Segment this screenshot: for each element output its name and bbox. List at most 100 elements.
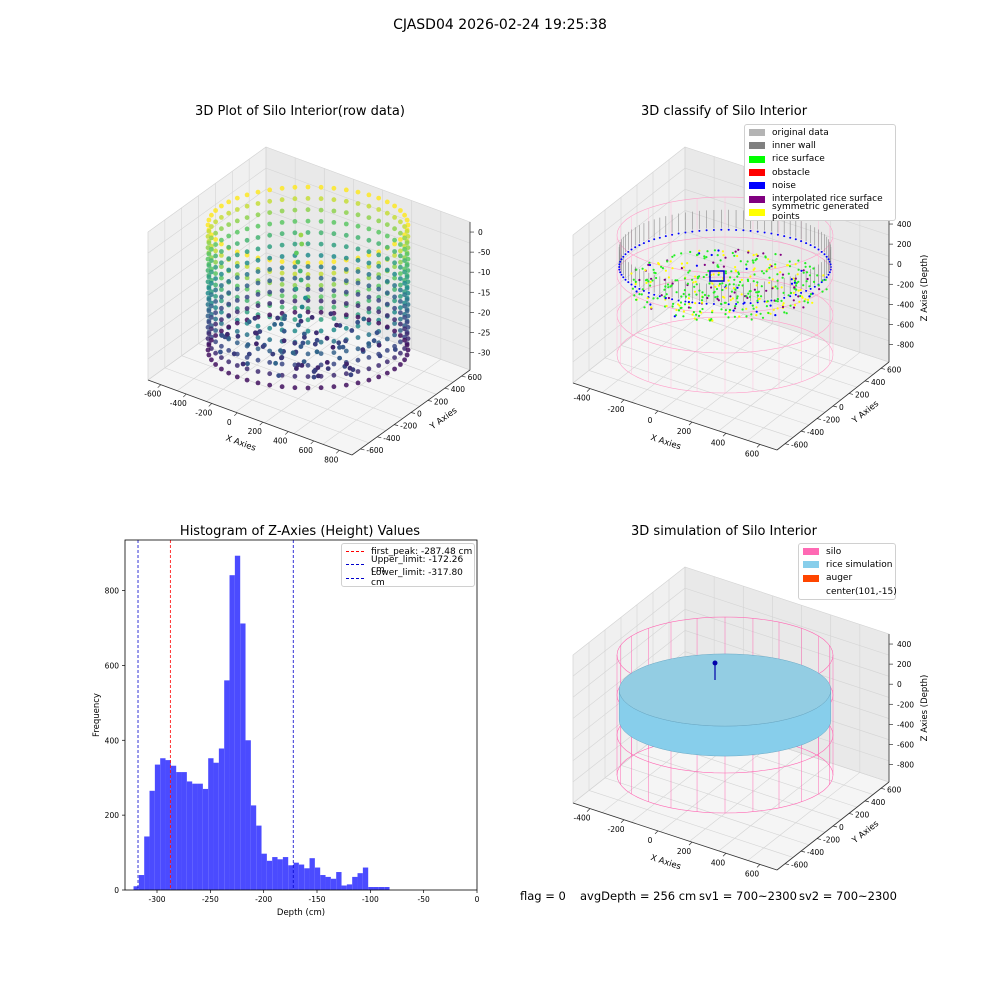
rice-surface-point (760, 295, 763, 298)
data-point (209, 246, 214, 252)
data-point (355, 235, 361, 240)
y-tick-label: 400 (871, 378, 886, 387)
rice-surface-point (716, 297, 719, 300)
data-point (275, 315, 281, 321)
noise-point (691, 301, 694, 304)
x-tick-label: -50 (418, 895, 430, 904)
data-point (398, 230, 403, 236)
rice-surface-point (793, 281, 796, 284)
flag-text: flag = 0 (520, 889, 566, 903)
data-point (234, 195, 240, 201)
data-point (305, 275, 311, 281)
data-point (384, 370, 390, 376)
data-point (255, 269, 261, 274)
y-tick-label: 400 (871, 798, 886, 807)
data-point (234, 275, 240, 281)
x-tick-mark (310, 440, 314, 445)
grid-line (747, 772, 861, 861)
y-tick-label: -200 (823, 416, 840, 425)
noise-point (658, 236, 661, 239)
rice-surface-point (767, 258, 770, 261)
raw-3d-plot: -600-400-20002004006008006004002000-200-… (144, 146, 490, 464)
data-point (213, 242, 218, 247)
legend-entry: noise (745, 179, 895, 192)
histogram-title: Histogram of Z-Axies (Height) Values (179, 524, 421, 539)
rice-surface-point (781, 305, 785, 309)
rice-surface-point (756, 294, 759, 297)
data-point (404, 240, 410, 246)
rice-surface-point (635, 298, 638, 301)
histogram-bar (341, 885, 347, 890)
noise-point (671, 298, 674, 301)
rice-surface-point (797, 289, 800, 292)
sv2-text: sv2 = 700~2300 (799, 889, 897, 903)
histogram-bar (138, 875, 145, 890)
data-point (219, 283, 224, 288)
grid-line (660, 743, 773, 832)
data-point (226, 301, 232, 307)
noise-point (776, 233, 779, 236)
data-point (366, 355, 372, 360)
data-point (219, 215, 224, 220)
rice-surface-point (727, 316, 730, 319)
rice-surface-point (767, 311, 770, 315)
rice-surface-point (680, 252, 683, 255)
simulation-plot-title: 3D simulation of Silo Interior (631, 524, 817, 539)
data-point (355, 292, 361, 297)
data-point (267, 337, 273, 343)
legend-entry: rice simulation (799, 558, 895, 571)
x-tick-mark (157, 384, 161, 388)
grid-line (572, 146, 686, 236)
data-point (331, 265, 337, 271)
rice-surface-point (811, 301, 814, 304)
data-point (255, 246, 261, 252)
data-point (231, 351, 237, 357)
rice-surface-point (732, 287, 736, 290)
grid-line (206, 316, 325, 402)
rice-surface-point (714, 296, 717, 299)
data-point (219, 366, 224, 372)
y-tick-mark (832, 405, 838, 408)
data-point (392, 260, 397, 266)
data-point (376, 374, 382, 380)
rice-surface-point (755, 284, 758, 287)
data-point (213, 230, 218, 236)
noise-point (727, 228, 730, 231)
data-point (305, 328, 311, 334)
noise-point (825, 255, 828, 258)
z-tick-label: 400 (897, 640, 912, 649)
legend-label: auger (826, 573, 853, 584)
data-point (213, 310, 218, 316)
rice-surface-point (711, 319, 714, 322)
data-point (314, 330, 319, 336)
noise-point (742, 229, 745, 232)
rice-surface-point (733, 254, 736, 257)
data-point (213, 321, 218, 327)
y-tick-label: -400 (383, 434, 400, 443)
data-point (355, 346, 361, 352)
rice-surface-point (718, 282, 721, 285)
data-point (366, 252, 372, 258)
data-point (234, 374, 240, 380)
data-point (213, 299, 218, 304)
histogram-bar (357, 873, 363, 890)
data-point (331, 299, 337, 305)
rice-surface-point (760, 285, 763, 288)
legend-entry: original data (745, 126, 895, 139)
data-point (234, 298, 240, 303)
rice-surface-point (788, 260, 791, 263)
data-point (246, 351, 252, 357)
z-tick-label: -300 (478, 349, 490, 358)
data-point (209, 315, 214, 320)
data-point (213, 305, 218, 311)
rice-surface-point (695, 283, 698, 286)
y-tick-label: -400 (807, 428, 824, 437)
noise-point (749, 302, 752, 305)
rice-surface-point (672, 302, 675, 305)
data-point (219, 343, 224, 349)
x-tick-label: -300 (148, 895, 165, 904)
data-point (361, 316, 367, 322)
rice-surface-point (635, 290, 638, 293)
rice-surface-point (683, 303, 687, 306)
data-point (402, 258, 407, 263)
